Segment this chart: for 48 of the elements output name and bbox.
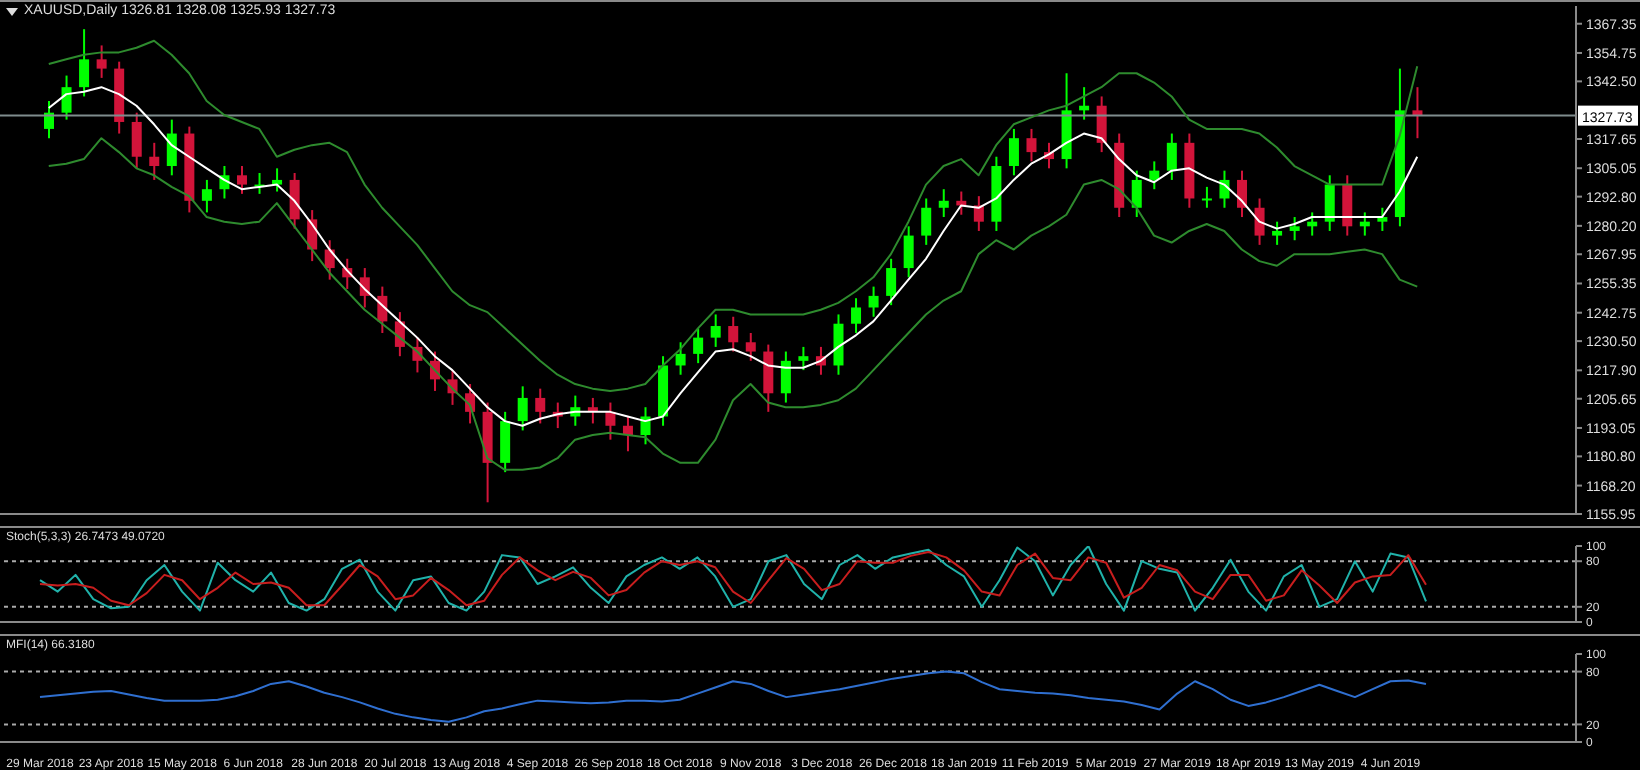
candlestick <box>1149 160 1160 191</box>
candlestick <box>1254 197 1265 246</box>
candlestick <box>693 327 704 365</box>
candlestick <box>921 197 932 246</box>
candlestick <box>201 178 212 214</box>
candlestick <box>710 313 721 348</box>
candlestick <box>1342 174 1353 237</box>
candlestick <box>1324 174 1335 232</box>
candlestick <box>833 313 844 376</box>
candlestick <box>1166 132 1177 181</box>
line-series <box>47 39 1419 392</box>
candlestick <box>166 118 177 177</box>
candlestick <box>517 385 528 432</box>
candlestick <box>1272 220 1283 246</box>
line-series <box>47 137 1419 471</box>
candlestick <box>903 225 914 279</box>
candlestick <box>1008 127 1019 177</box>
candlestick <box>868 285 879 318</box>
candlestick <box>61 74 72 121</box>
candlestick <box>149 141 160 181</box>
candlestick <box>745 331 756 362</box>
candlestick <box>938 188 949 219</box>
candlestick <box>1377 206 1388 232</box>
line-series <box>39 670 1427 723</box>
candlestick <box>851 297 862 334</box>
candlestick <box>763 343 774 413</box>
candlestick <box>728 315 739 353</box>
candlestick <box>535 387 546 425</box>
candlestick <box>1237 169 1248 219</box>
candlestick <box>780 350 791 404</box>
candlestick <box>973 195 984 232</box>
candlestick <box>1201 185 1212 209</box>
candlestick <box>640 406 651 446</box>
candlestick <box>289 171 300 230</box>
candlestick <box>500 410 511 474</box>
candlestick <box>131 111 142 170</box>
candlestick <box>236 165 247 195</box>
candlestick <box>1289 216 1300 242</box>
candlestick <box>886 257 897 307</box>
candlestick <box>798 345 809 372</box>
candlestick <box>675 341 686 376</box>
candlestick <box>79 28 90 98</box>
candlestick <box>96 44 107 79</box>
candlestick <box>1412 86 1423 140</box>
candlestick <box>1131 169 1142 219</box>
candlestick <box>272 167 283 193</box>
candlestick <box>1026 127 1037 163</box>
candlestick <box>605 401 616 441</box>
